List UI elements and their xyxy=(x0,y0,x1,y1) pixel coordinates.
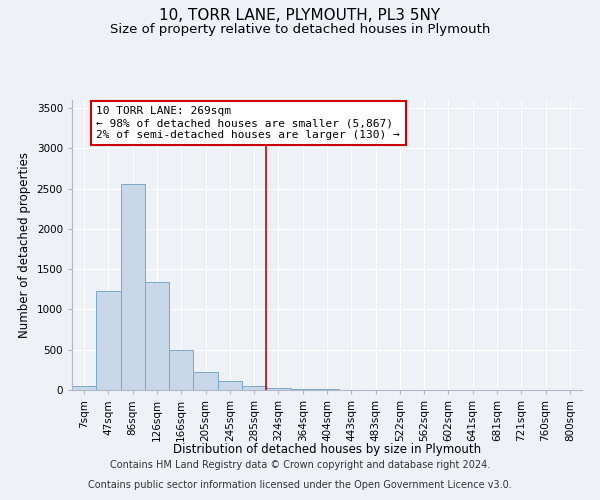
Bar xyxy=(266,388,290,390)
Bar xyxy=(145,282,169,390)
Text: Contains HM Land Registry data © Crown copyright and database right 2024.: Contains HM Land Registry data © Crown c… xyxy=(110,460,490,470)
Bar xyxy=(193,372,218,390)
Bar xyxy=(315,389,339,390)
Text: Size of property relative to detached houses in Plymouth: Size of property relative to detached ho… xyxy=(110,22,490,36)
Bar xyxy=(169,350,193,390)
Text: 10 TORR LANE: 269sqm
← 98% of detached houses are smaller (5,867)
2% of semi-det: 10 TORR LANE: 269sqm ← 98% of detached h… xyxy=(96,106,400,140)
Bar xyxy=(72,386,96,390)
Bar xyxy=(218,381,242,390)
Text: Contains public sector information licensed under the Open Government Licence v3: Contains public sector information licen… xyxy=(88,480,512,490)
Text: 10, TORR LANE, PLYMOUTH, PL3 5NY: 10, TORR LANE, PLYMOUTH, PL3 5NY xyxy=(160,8,440,22)
Text: Distribution of detached houses by size in Plymouth: Distribution of detached houses by size … xyxy=(173,442,481,456)
Bar xyxy=(121,184,145,390)
Bar xyxy=(96,291,121,390)
Bar xyxy=(290,389,315,390)
Y-axis label: Number of detached properties: Number of detached properties xyxy=(18,152,31,338)
Bar xyxy=(242,386,266,390)
